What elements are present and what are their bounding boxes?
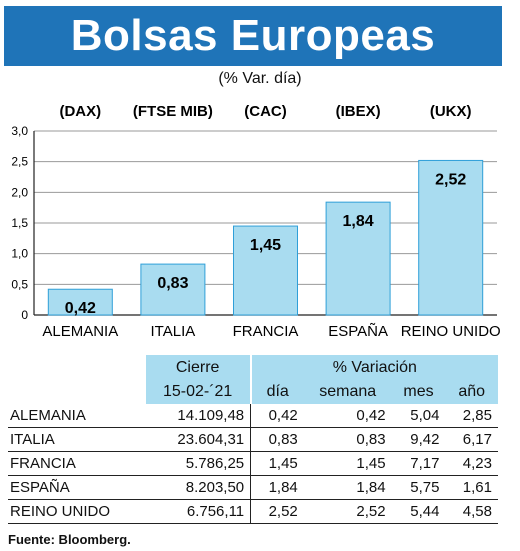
y-tick-label: 3,0 <box>11 124 28 138</box>
bar <box>47 288 113 316</box>
cell-mes: 9,42 <box>391 427 446 452</box>
cell-dia: 1,84 <box>250 475 304 500</box>
cell-mes: 7,17 <box>391 451 446 476</box>
category-label: ALEMANIA <box>42 323 118 340</box>
cell-semana: 1,45 <box>303 451 392 476</box>
table-header-row-1: Cierre % Variación <box>8 355 498 380</box>
index-label: (CAC) <box>244 103 287 120</box>
table-row: ITALIA 23.604,31 0,83 0,83 9,42 6,17 <box>8 427 498 452</box>
cell-semana: 1,84 <box>303 475 392 500</box>
y-tick-label: 2,0 <box>11 185 28 199</box>
cell-dia: 0,42 <box>250 404 304 428</box>
cell-cierre: 23.604,31 <box>145 427 252 452</box>
cell-cierre: 5.786,25 <box>145 451 252 476</box>
cell-dia: 1,45 <box>250 451 304 476</box>
bar-value-label: 0,42 <box>65 300 96 317</box>
header-mes: mes <box>391 380 446 404</box>
bar <box>325 201 391 316</box>
y-tick-label: 0 <box>21 308 28 322</box>
cell-mes: 5,04 <box>391 404 446 428</box>
header-cierre: Cierre <box>145 355 252 380</box>
y-tick-label: 1,5 <box>11 216 28 230</box>
cell-ano: 4,23 <box>445 451 498 476</box>
title-banner: Bolsas Europeas <box>4 6 502 66</box>
table-body: ALEMANIA 14.109,48 0,42 0,42 5,04 2,85 ITALIA 2… <box>8 404 498 524</box>
row-name: ITALIA <box>8 427 146 452</box>
table-row: FRANCIA 5.786,25 1,45 1,45 7,17 4,23 <box>8 451 498 476</box>
index-label: (IBEX) <box>336 103 381 120</box>
row-name: ESPAÑA <box>8 475 146 500</box>
header-semana: semana <box>303 380 392 404</box>
bar-value-label: 1,84 <box>343 213 374 230</box>
bar <box>418 159 484 316</box>
cell-dia: 0,83 <box>250 427 304 452</box>
cell-dia: 2,52 <box>250 499 304 524</box>
index-label: (FTSE MIB) <box>133 103 213 120</box>
bar <box>140 263 206 316</box>
cell-ano: 1,61 <box>445 475 498 500</box>
category-label: REINO UNIDO <box>401 323 501 340</box>
index-label: (DAX) <box>59 103 101 120</box>
bar-chart: 0 0,5 1,0 1,5 2,0 2,5 3,0 0,42 ALEMANIA (DAX) 0,83… <box>11 103 501 340</box>
cell-cierre: 8.203,50 <box>145 475 252 500</box>
cell-mes: 5,75 <box>391 475 446 500</box>
table-row: ALEMANIA 14.109,48 0,42 0,42 5,04 2,85 <box>8 404 498 428</box>
index-label: (UKX) <box>430 103 472 120</box>
bar-value-label: 0,83 <box>157 275 188 292</box>
source-note: Fuente: Bloomberg. <box>8 532 131 547</box>
header-date: 15-02-´21 <box>145 380 252 404</box>
category-label: ITALIA <box>151 323 196 340</box>
header-dia: día <box>250 380 304 404</box>
page-title: Bolsas Europeas <box>70 11 436 60</box>
cell-semana: 2,52 <box>303 499 392 524</box>
table-header-row-2: 15-02-´21 día semana mes año <box>8 380 498 404</box>
y-tick-label: 2,5 <box>11 155 28 169</box>
y-tick-label: 0,5 <box>11 277 28 291</box>
table-row: REINO UNIDO 6.756,11 2,52 2,52 5,44 4,58 <box>8 499 498 524</box>
chart-subtitle: (% Var. día) <box>218 70 302 87</box>
cell-ano: 2,85 <box>445 404 498 428</box>
row-name: FRANCIA <box>8 451 146 476</box>
row-name: REINO UNIDO <box>8 499 146 524</box>
row-name: ALEMANIA <box>8 404 146 428</box>
bar <box>233 225 298 316</box>
bar-value-label: 1,45 <box>250 237 281 254</box>
cell-cierre: 6.756,11 <box>145 499 252 524</box>
header-variacion: % Variación <box>250 355 498 380</box>
cell-cierre: 14.109,48 <box>145 404 252 428</box>
cell-semana: 0,42 <box>303 404 392 428</box>
cell-ano: 6,17 <box>445 427 498 452</box>
category-label: FRANCIA <box>233 323 299 340</box>
bar-value-label: 2,52 <box>435 171 466 188</box>
cell-ano: 4,58 <box>445 499 498 524</box>
cell-mes: 5,44 <box>391 499 446 524</box>
cell-semana: 0,83 <box>303 427 392 452</box>
header-ano: año <box>445 380 498 404</box>
y-tick-label: 1,0 <box>11 247 28 261</box>
stock-table: Cierre % Variación 15-02-´21 día semana … <box>8 355 498 524</box>
category-label: ESPAÑA <box>328 323 388 340</box>
table-row: ESPAÑA 8.203,50 1,84 1,84 5,75 1,61 <box>8 475 498 500</box>
